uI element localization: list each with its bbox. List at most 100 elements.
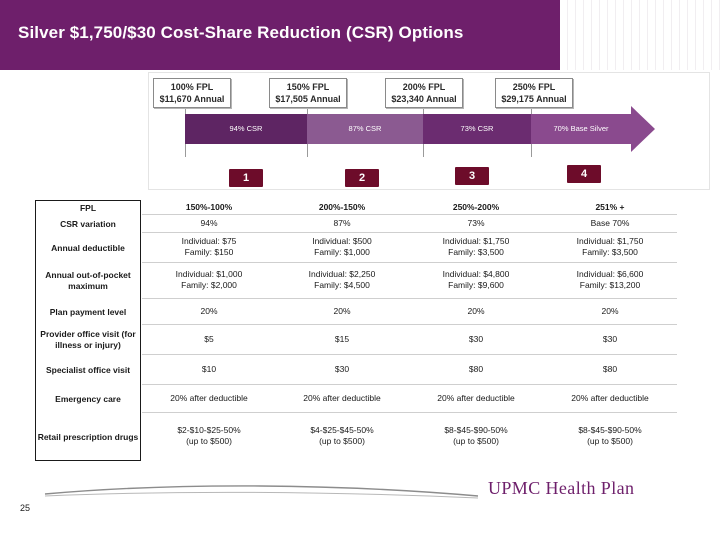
cell-oop: Individual: $6,600 Family: $13,200 — [543, 262, 677, 298]
cell-payment: 20% — [200, 305, 218, 316]
fpl-box-annual: $11,670 Annual — [159, 94, 225, 104]
cell-deductible: Individual: $1,750 Family: $3,500 — [543, 232, 677, 262]
cell-line: Family: $150 — [184, 247, 234, 257]
cell-line: $8-$45-$90-50% — [444, 425, 508, 435]
cell-line: Individual: $1,750 — [442, 236, 510, 246]
cell-line: Individual: $2,250 — [308, 269, 376, 279]
cell-fpl: 150%-100% — [185, 201, 233, 212]
cell-specialist: $80 — [468, 363, 484, 374]
cell-line: Family: $3,500 — [448, 247, 504, 257]
cell-payment: 20% — [333, 305, 351, 316]
row-label-annual-deductible: Annual deductible — [51, 242, 125, 253]
row-label-csr-variation: CSR variation — [60, 218, 116, 229]
row-label-emergency-care: Emergency care — [55, 393, 121, 404]
cell-payment: 20% — [601, 305, 619, 316]
cell-emergency: 20% after deductible — [437, 392, 515, 403]
fpl-box-annual: $23,340 Annual — [391, 94, 457, 104]
fpl-box-200: 200% FPL $23,340 Annual — [385, 78, 463, 108]
upmc-health-plan-logo: UPMC Health Plan — [488, 478, 635, 498]
fpl-box-label: 250% FPL — [512, 82, 556, 92]
csr-segment-base-silver: 70% Base Silver — [531, 114, 631, 144]
fpl-box-100: 100% FPL $11,670 Annual — [153, 78, 231, 108]
fpl-box-label: 200% FPL — [402, 82, 446, 92]
cell-rx: $8-$45-$90-50% (up to $500) — [409, 412, 543, 460]
csr-segment-73: 73% CSR — [423, 114, 531, 144]
title-stripe-decoration — [560, 0, 720, 70]
cell-csr: 73% — [467, 217, 485, 228]
cell-oop: Individual: $1,000 Family: $2,000 — [143, 262, 275, 298]
row-label-retail-rx: Retail prescription drugs — [37, 431, 139, 442]
option-badge-2: 2 — [345, 169, 379, 187]
cell-line: (up to $500) — [186, 436, 232, 446]
fpl-box-annual: $17,505 Annual — [275, 94, 341, 104]
fpl-box-label: 100% FPL — [170, 82, 214, 92]
csr-comparison-table: FPL CSR variation Annual deductible Annu… — [35, 200, 677, 461]
option-badge-4: 4 — [567, 165, 601, 183]
cell-provider: $30 — [602, 333, 618, 344]
cell-line: $2-$10-$25-50% — [177, 425, 241, 435]
cell-line: Individual: $500 — [312, 236, 372, 246]
cell-fpl: 250%-200% — [452, 201, 500, 212]
fpl-box-annual: $29,175 Annual — [501, 94, 567, 104]
cell-specialist: $80 — [602, 363, 618, 374]
cell-payment: 20% — [467, 305, 485, 316]
cell-line: Individual: $1,000 — [175, 269, 243, 279]
cell-rx: $8-$45-$90-50% (up to $500) — [543, 412, 677, 460]
row-divider — [142, 354, 677, 355]
row-divider — [142, 384, 677, 385]
cell-specialist: $10 — [201, 363, 217, 374]
row-label-fpl: FPL — [79, 202, 97, 213]
cell-emergency: 20% after deductible — [571, 392, 649, 403]
cell-deductible: Individual: $1,750 Family: $3,500 — [409, 232, 543, 262]
cell-emergency: 20% after deductible — [170, 392, 248, 403]
row-divider — [142, 412, 677, 413]
cell-line: Family: $3,500 — [582, 247, 638, 257]
page-number: 25 — [20, 503, 31, 513]
cell-line: Individual: $4,800 — [442, 269, 510, 279]
cell-line: Family: $2,000 — [181, 280, 237, 290]
row-label-plan-payment-level: Plan payment level — [49, 306, 127, 317]
cell-fpl: 200%-150% — [318, 201, 366, 212]
fpl-box-150: 150% FPL $17,505 Annual — [269, 78, 347, 108]
cell-fpl: 251% + — [595, 201, 625, 212]
csr-segment-87: 87% CSR — [307, 114, 423, 144]
title-bar: Silver $1,750/$30 Cost-Share Reduction (… — [0, 0, 560, 70]
cell-provider: $30 — [468, 333, 484, 344]
row-divider — [142, 232, 677, 233]
cell-line: Individual: $6,600 — [576, 269, 644, 279]
row-label-column: FPL CSR variation Annual deductible Annu… — [35, 200, 141, 461]
row-label-specialist-office-visit: Specialist office visit — [45, 364, 131, 375]
cell-line: (up to $500) — [453, 436, 499, 446]
arrow-head-icon — [631, 106, 655, 152]
option-badge-1: 1 — [229, 169, 263, 187]
cell-deductible: Individual: $75 Family: $150 — [143, 232, 275, 262]
cell-emergency: 20% after deductible — [303, 392, 381, 403]
cell-provider: $5 — [204, 333, 214, 344]
cell-rx: $4-$25-$45-50% (up to $500) — [275, 412, 409, 460]
swoosh-decoration — [44, 485, 479, 499]
cell-line: Individual: $75 — [181, 236, 237, 246]
row-label-provider-office-visit: Provider office visit (for illness or in… — [40, 329, 136, 350]
csr-segment-94: 94% CSR — [185, 114, 307, 144]
cell-line: $8-$45-$90-50% — [578, 425, 642, 435]
cell-line: Family: $9,600 — [448, 280, 504, 290]
cell-deductible: Individual: $500 Family: $1,000 — [275, 232, 409, 262]
cell-line: Family: $4,500 — [314, 280, 370, 290]
cell-rx: $2-$10-$25-50% (up to $500) — [143, 412, 275, 460]
cell-oop: Individual: $2,250 Family: $4,500 — [275, 262, 409, 298]
fpl-box-label: 150% FPL — [286, 82, 330, 92]
cell-line: (up to $500) — [587, 436, 633, 446]
cell-line: $4-$25-$45-50% — [310, 425, 374, 435]
row-divider — [142, 298, 677, 299]
cell-provider: $15 — [334, 333, 350, 344]
cell-line: Family: $1,000 — [314, 247, 370, 257]
row-label-annual-oop-max: Annual out-of-pocket maximum — [45, 270, 131, 291]
cell-specialist: $30 — [334, 363, 350, 374]
csr-arrow-diagram: 100% FPL $11,670 Annual 150% FPL $17,505… — [148, 72, 710, 190]
page-title: Silver $1,750/$30 Cost-Share Reduction (… — [18, 23, 464, 42]
cell-csr: 94% — [200, 217, 218, 228]
cell-oop: Individual: $4,800 Family: $9,600 — [409, 262, 543, 298]
row-divider — [142, 324, 677, 325]
fpl-box-250: 250% FPL $29,175 Annual — [495, 78, 573, 108]
cell-csr: 87% — [333, 217, 351, 228]
